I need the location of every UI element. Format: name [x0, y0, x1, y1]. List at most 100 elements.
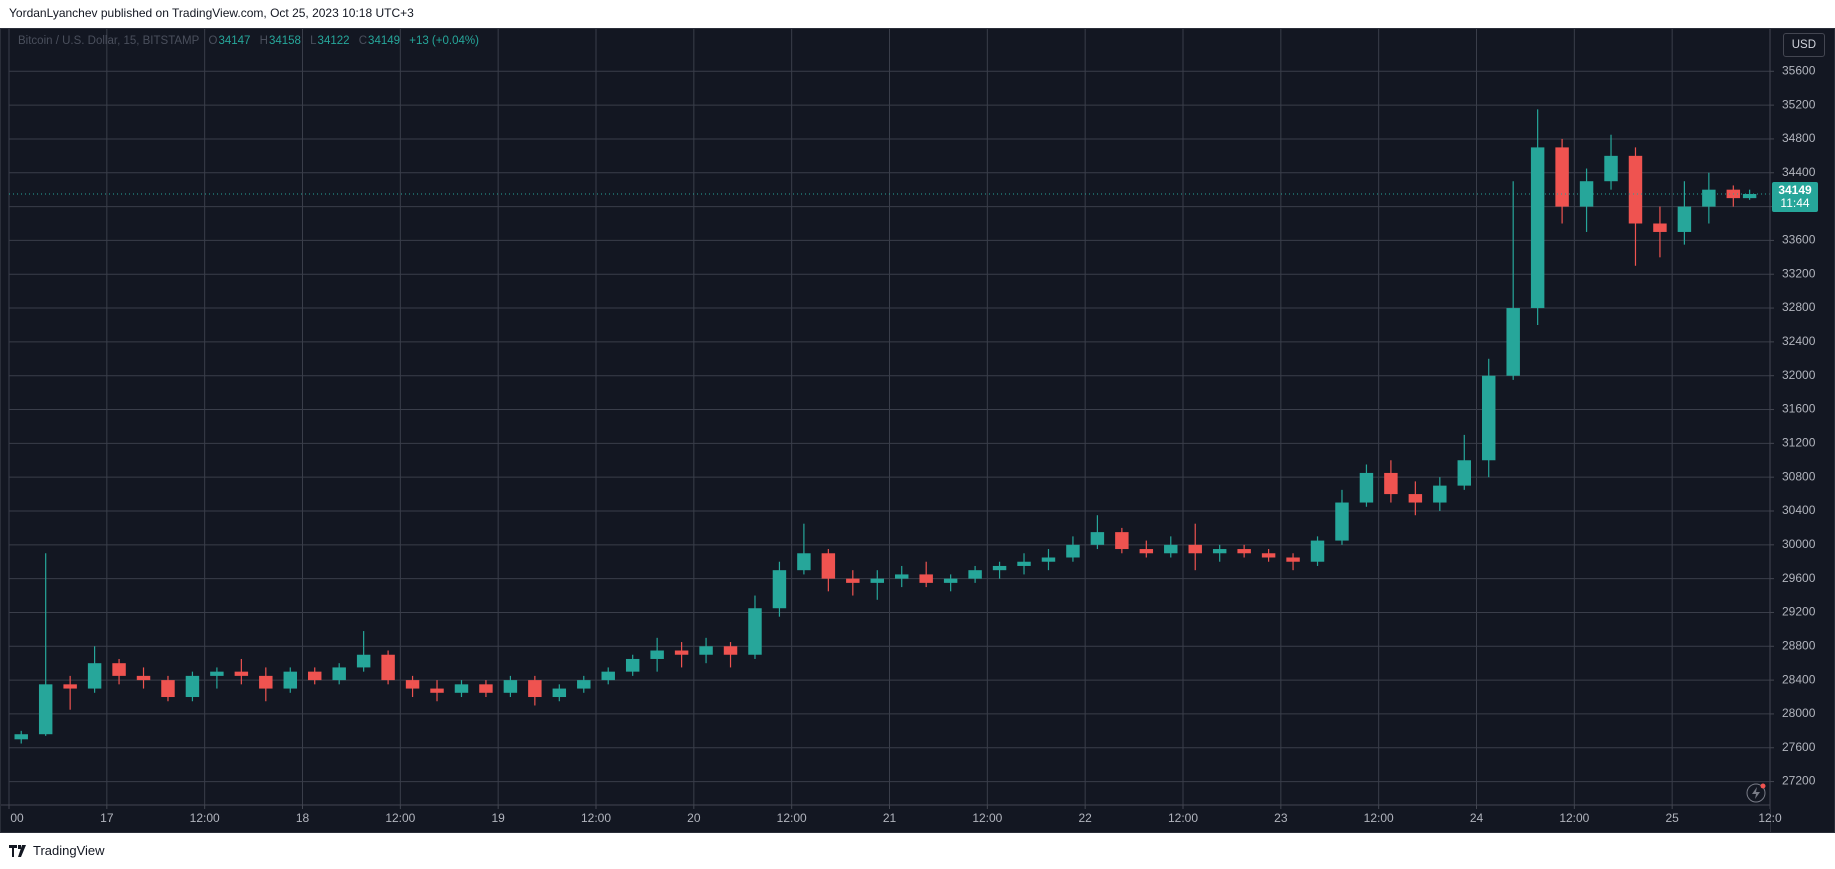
- x-tick-label: 00: [10, 811, 24, 825]
- x-tick-label: 12:0: [1758, 811, 1782, 825]
- x-tick-label: 17: [100, 811, 114, 825]
- candle-body: [14, 734, 28, 740]
- alert-dot: [1760, 783, 1766, 789]
- candle-body: [1506, 308, 1520, 376]
- y-tick-label: 35600: [1782, 63, 1816, 77]
- candle-body: [454, 684, 469, 693]
- candle-body: [234, 671, 249, 676]
- candle-body: [356, 654, 371, 668]
- candle-body: [1237, 549, 1251, 554]
- candle-body: [625, 658, 640, 672]
- legend: Bitcoin / U.S. Dollar, 15, BITSTAMP O341…: [18, 35, 485, 47]
- y-tick-label: 34800: [1782, 131, 1816, 145]
- x-tick-label: 12:00: [385, 811, 415, 825]
- price-countdown: 11:44: [1780, 196, 1809, 210]
- candle-body: [503, 680, 518, 693]
- y-tick-label: 34400: [1782, 165, 1816, 179]
- candle-body: [112, 663, 126, 676]
- candle-body: [1066, 544, 1080, 558]
- x-tick-label: 12:00: [1364, 811, 1394, 825]
- legend-value: 34122: [317, 35, 350, 47]
- candle-body: [748, 608, 762, 655]
- x-tick-label: 12:00: [777, 811, 807, 825]
- candle-body: [1742, 193, 1757, 199]
- price-label-box: [1772, 181, 1818, 212]
- candle-body: [1628, 155, 1643, 224]
- candle-body: [1384, 472, 1398, 495]
- currency-button[interactable]: USD: [1782, 33, 1825, 57]
- candle-body: [1482, 375, 1496, 461]
- candle-body: [1188, 544, 1202, 554]
- candle-body: [1604, 155, 1618, 182]
- candle-body: [1286, 557, 1300, 562]
- y-tick-label: 27600: [1782, 740, 1816, 754]
- candle-body: [381, 654, 395, 681]
- candle-body: [650, 650, 664, 659]
- candle-body: [577, 680, 591, 689]
- y-tick-label: 27200: [1782, 774, 1816, 788]
- alert-icon: [1752, 787, 1760, 799]
- candle-body: [161, 680, 175, 698]
- candle-body: [1579, 181, 1594, 207]
- candle-body: [308, 671, 322, 681]
- y-tick-label: 35200: [1782, 97, 1816, 111]
- y-tick-label: 33600: [1782, 233, 1816, 247]
- candle-body: [1677, 206, 1692, 232]
- symbol: Bitcoin / U.S. Dollar, 15, BITSTAMP: [18, 35, 200, 47]
- candle-body: [1164, 544, 1178, 554]
- candle-body: [870, 578, 884, 583]
- y-tick-label: 28400: [1782, 672, 1816, 686]
- candle-body: [1115, 532, 1129, 550]
- candle-body: [405, 680, 420, 689]
- y-tick-label: 32800: [1782, 300, 1816, 314]
- y-tick-label: 33200: [1782, 266, 1816, 280]
- legend-key: H: [259, 35, 268, 47]
- y-tick-label: 28800: [1782, 638, 1816, 652]
- y-tick-label: 31600: [1782, 402, 1816, 416]
- candle-body: [1212, 549, 1227, 554]
- candle-body: [846, 578, 860, 583]
- candle-body: [430, 688, 444, 693]
- legend-value: 34158: [268, 35, 301, 47]
- candle-body: [1139, 549, 1154, 554]
- y-tick-label: 28000: [1782, 706, 1816, 720]
- candle-body: [1261, 553, 1276, 558]
- x-tick-label: 18: [296, 811, 310, 825]
- candle-body: [919, 574, 933, 583]
- candle-body: [1310, 540, 1325, 562]
- candle-body: [1335, 502, 1349, 541]
- x-tick-label: 12:00: [581, 811, 611, 825]
- candle-body: [552, 688, 567, 698]
- x-tick-label: 23: [1274, 811, 1288, 825]
- candle-body: [528, 680, 542, 698]
- candle-body: [1653, 223, 1667, 232]
- candle-body: [38, 684, 53, 735]
- y-tick-label: 31200: [1782, 436, 1816, 450]
- y-tick-label: 30400: [1782, 503, 1816, 517]
- byline: YordanLyanchev published on TradingView.…: [9, 6, 414, 20]
- candle-body: [1017, 561, 1031, 566]
- y-tick-label: 29600: [1782, 571, 1816, 585]
- x-tick-label: 19: [491, 811, 505, 825]
- legend-value: 34147: [218, 35, 251, 47]
- candle-body: [1433, 485, 1447, 503]
- candle-body: [210, 671, 224, 676]
- legend-value: 34149: [368, 35, 401, 47]
- background: [0, 28, 1835, 833]
- candle-body: [992, 565, 1007, 571]
- footer: TradingView: [9, 843, 105, 858]
- x-tick-label: 12:00: [190, 811, 220, 825]
- alert-icon: [1746, 783, 1766, 803]
- candle-body: [797, 553, 811, 571]
- x-tick-label: 12:00: [1559, 811, 1589, 825]
- candle-body: [723, 646, 738, 655]
- candle-body: [63, 684, 77, 689]
- y-tick-label: 32000: [1782, 368, 1816, 382]
- x-tick-label: 24: [1470, 811, 1484, 825]
- x-tick-label: 20: [687, 811, 701, 825]
- x-tick-label: 22: [1078, 811, 1092, 825]
- candle-body: [136, 675, 151, 681]
- candle-body: [772, 570, 787, 609]
- candle-body: [699, 646, 713, 655]
